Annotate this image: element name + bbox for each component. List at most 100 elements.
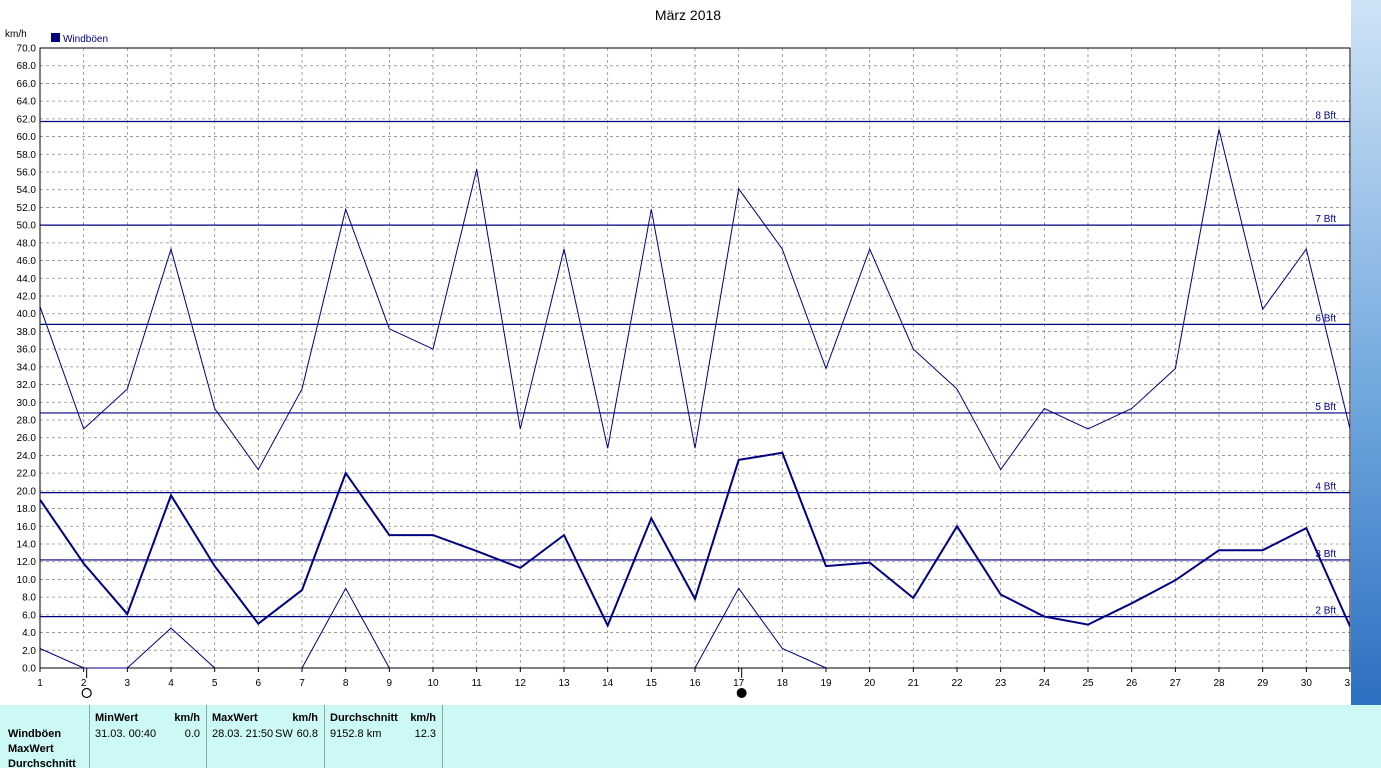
x-tick-label: 25 xyxy=(1082,678,1094,689)
beaufort-lines: 2 Bft 3 Bft 4 Bft 5 Bft 6 Bft 7 Bft 8 Bft xyxy=(40,111,1350,618)
y-tick-label: 28.0 xyxy=(17,416,37,427)
y-tick-label: 66.0 xyxy=(17,79,37,90)
y-tick-label: 8.0 xyxy=(22,593,36,604)
avg-value: 12.3 xyxy=(414,728,436,740)
x-tick-label: 24 xyxy=(1039,678,1051,689)
row-label-windboeen: Windböen xyxy=(8,728,62,740)
y-tick-label: 32.0 xyxy=(17,380,37,391)
y-tick-label: 54.0 xyxy=(17,185,37,196)
x-tick-label: 4 xyxy=(168,678,174,689)
x-tick-label: 19 xyxy=(820,678,832,689)
y-tick-label: 30.0 xyxy=(17,398,37,409)
col-unit: km/h xyxy=(292,712,318,724)
beaufort-label: 7 Bft xyxy=(1315,214,1336,225)
x-tick-label: 16 xyxy=(689,678,701,689)
grid xyxy=(40,48,1350,668)
beaufort-label: 5 Bft xyxy=(1315,402,1336,413)
series-line-min xyxy=(301,587,390,669)
avg-distance: 9152.8 km xyxy=(330,728,382,740)
y-tick-label: 18.0 xyxy=(17,504,37,515)
x-tick-label: 31 xyxy=(1344,678,1356,689)
max-direction: SW xyxy=(275,728,293,740)
x-tick-label: 28 xyxy=(1213,678,1225,689)
max-datetime: 28.03. 21:50 xyxy=(212,728,274,740)
x-tick-label: 17 xyxy=(733,678,745,689)
y-tick-label: 60.0 xyxy=(17,132,37,143)
y-tick-label: 58.0 xyxy=(17,150,37,161)
x-tick-label: 30 xyxy=(1301,678,1313,689)
legend-swatch xyxy=(51,33,60,42)
col-durchschnitt: Durchschnitt km/h 9152.8 km 12.3 xyxy=(324,705,443,768)
x-tick-label: 18 xyxy=(777,678,789,689)
axes: 0.02.04.06.08.010.012.014.016.018.020.02… xyxy=(17,44,1356,699)
y-tick-label: 22.0 xyxy=(17,469,37,480)
x-tick-label: 15 xyxy=(646,678,658,689)
x-tick-label: 26 xyxy=(1126,678,1138,689)
x-tick-label: 11 xyxy=(471,678,482,689)
x-tick-label: 21 xyxy=(908,678,920,689)
y-tick-label: 26.0 xyxy=(17,433,37,444)
x-tick-label: 12 xyxy=(515,678,527,689)
x-tick-label: 14 xyxy=(602,678,614,689)
y-tick-label: 68.0 xyxy=(17,61,37,72)
wind-chart: März 2018 km/h Windböen 2 Bft 3 Bft 4 Bft 5… xyxy=(5,7,1356,699)
min-datetime: 31.03. 00:40 xyxy=(95,728,157,740)
beaufort-label: 6 Bft xyxy=(1315,313,1336,324)
col-header: MaxWert xyxy=(212,712,258,724)
y-tick-label: 14.0 xyxy=(17,540,37,551)
desktop-edge xyxy=(1351,0,1381,705)
chart-title: März 2018 xyxy=(655,7,721,23)
y-tick-label: 44.0 xyxy=(17,274,37,285)
full-moon-icon xyxy=(81,687,92,699)
y-tick-label: 12.0 xyxy=(17,557,37,568)
legend-label: Windböen xyxy=(63,34,108,45)
y-tick-label: 56.0 xyxy=(17,168,37,179)
series xyxy=(39,129,1351,669)
y-tick-label: 70.0 xyxy=(17,44,37,55)
y-tick-label: 48.0 xyxy=(17,238,37,249)
col-minwert: MinWert km/h 31.03. 00:40 0.0 xyxy=(89,705,206,768)
y-tick-label: 42.0 xyxy=(17,292,37,303)
y-tick-label: 10.0 xyxy=(17,575,37,586)
x-tick-label: 3 xyxy=(125,678,131,689)
y-tick-label: 36.0 xyxy=(17,345,37,356)
y-tick-label: 2.0 xyxy=(22,646,36,657)
y-tick-label: 16.0 xyxy=(17,522,37,533)
x-tick-label: 23 xyxy=(995,678,1007,689)
col-unit: km/h xyxy=(410,712,436,724)
y-tick-label: 34.0 xyxy=(17,362,37,373)
y-tick-label: 20.0 xyxy=(17,486,37,497)
x-tick-label: 5 xyxy=(212,678,218,689)
x-tick-label: 6 xyxy=(256,678,262,689)
y-tick-label: 38.0 xyxy=(17,327,37,338)
x-tick-label: 27 xyxy=(1170,678,1182,689)
col-header: MinWert xyxy=(95,712,139,724)
x-tick-label: 1 xyxy=(37,678,43,689)
max-value: 60.8 xyxy=(296,728,318,740)
y-tick-label: 64.0 xyxy=(17,97,37,108)
x-tick-label: 8 xyxy=(343,678,349,689)
series-line-max xyxy=(39,129,1351,471)
beaufort-label: 4 Bft xyxy=(1315,482,1336,493)
new-moon-icon xyxy=(736,688,747,698)
y-tick-label: 46.0 xyxy=(17,256,37,267)
y-tick-label: 62.0 xyxy=(17,114,37,125)
x-tick-label: 20 xyxy=(864,678,876,689)
col-unit: km/h xyxy=(174,712,200,724)
series-line-min xyxy=(39,627,216,669)
x-tick-label: 22 xyxy=(951,678,963,689)
y-tick-label: 6.0 xyxy=(22,610,36,621)
x-tick-label: 29 xyxy=(1257,678,1269,689)
row-label-durchschnitt: Durchschnitt xyxy=(8,758,76,770)
col-maxwert: MaxWert km/h 28.03. 21:50 SW 60.8 xyxy=(206,705,324,768)
col-header: Durchschnitt xyxy=(330,712,398,724)
y-tick-label: 4.0 xyxy=(22,628,36,639)
y-tick-label: 40.0 xyxy=(17,309,37,320)
y-tick-label: 50.0 xyxy=(17,221,37,232)
y-axis-label: km/h xyxy=(5,29,27,40)
min-value: 0.0 xyxy=(184,728,200,740)
x-tick-label: 13 xyxy=(558,678,570,689)
beaufort-label: 8 Bft xyxy=(1315,111,1336,122)
series-line-average xyxy=(39,451,1351,628)
x-tick-label: 10 xyxy=(427,678,439,689)
